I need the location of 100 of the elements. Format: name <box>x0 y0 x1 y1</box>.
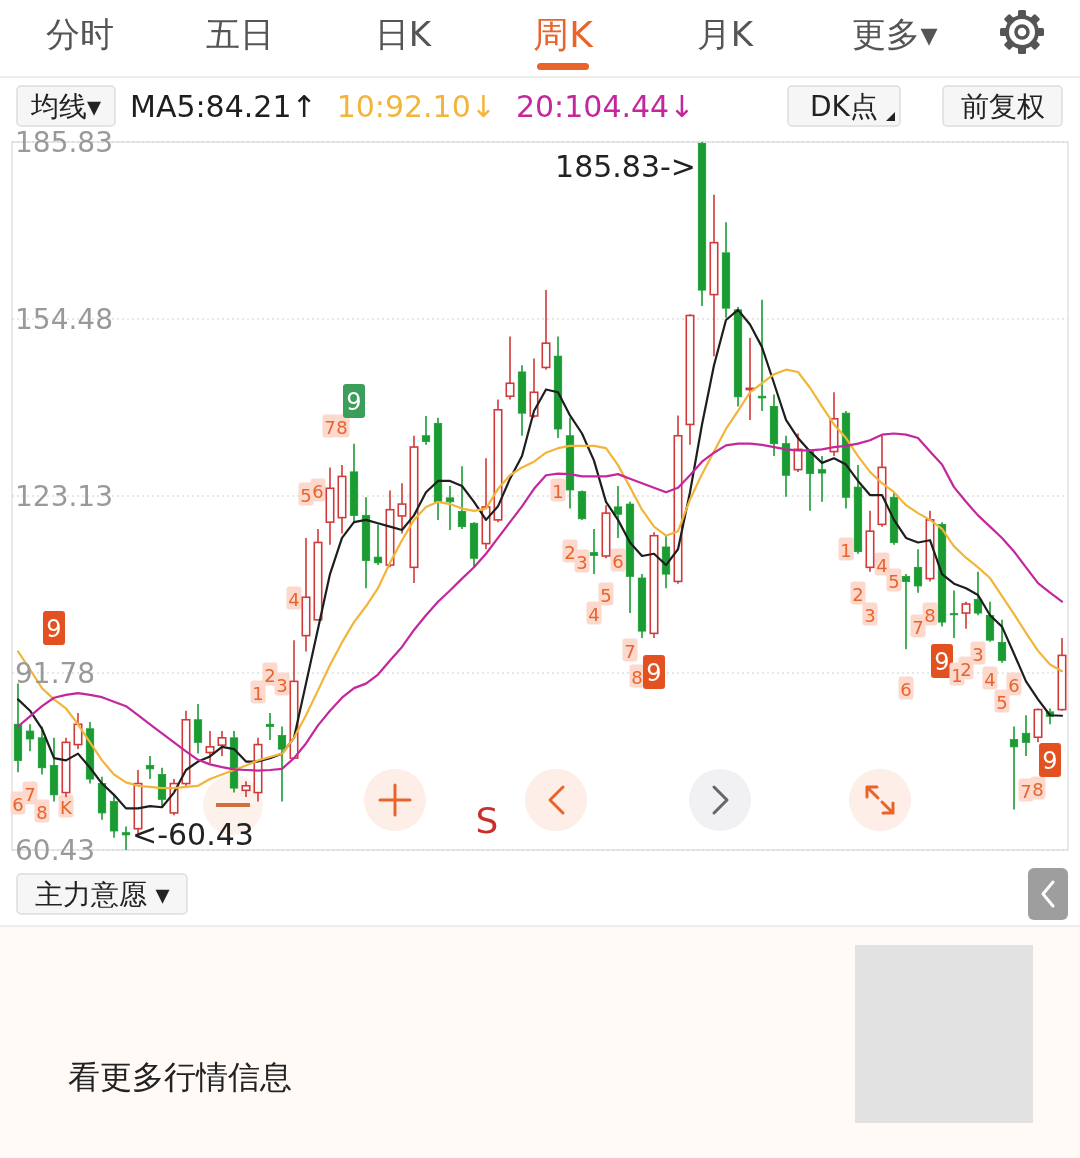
candlestick <box>925 510 935 583</box>
candlestick <box>121 825 131 851</box>
candlestick <box>757 298 767 412</box>
text: 月K <box>696 14 755 54</box>
candlestick <box>61 737 71 798</box>
candlestick <box>217 730 227 757</box>
candlestick <box>109 794 119 839</box>
annotation: 9 <box>646 659 662 687</box>
candlestick <box>457 465 467 530</box>
candlestick <box>181 709 191 789</box>
annotation: 3 <box>576 551 588 573</box>
candlestick <box>241 780 251 798</box>
candlestick <box>961 600 971 630</box>
candlestick <box>277 725 287 803</box>
annotation: 6 <box>12 793 24 815</box>
candlestick <box>1057 637 1067 711</box>
candlestick <box>649 531 659 639</box>
annotation: 8 <box>924 604 936 626</box>
candlestick <box>997 619 1007 664</box>
text: 看更多行情信息 <box>68 1058 292 1096</box>
candlestick <box>49 737 59 803</box>
candlestick <box>949 589 959 639</box>
candlestick <box>877 434 887 528</box>
candlestick <box>97 775 107 821</box>
candlestick <box>985 600 995 643</box>
candlestick <box>913 548 923 594</box>
annotation: 3 <box>972 643 984 665</box>
annotation: 3 <box>276 674 288 696</box>
annotation: 9 <box>46 615 62 643</box>
candlestick <box>397 482 407 535</box>
candlestick <box>37 725 47 776</box>
y-tick-label: 123.13 <box>15 479 113 513</box>
candlestick <box>625 501 635 614</box>
annotation: 7 <box>324 416 336 438</box>
candlestick <box>361 496 371 589</box>
annotation: 3 <box>864 604 876 626</box>
candlestick <box>685 314 695 446</box>
annotation: S <box>475 799 499 841</box>
candlestick <box>613 485 623 539</box>
candlestick <box>673 414 683 585</box>
annotation: 2 <box>564 541 576 563</box>
candlestick <box>1033 708 1043 744</box>
annotation: 7 <box>1020 780 1032 802</box>
candlestick <box>721 221 731 319</box>
candlestick <box>145 755 155 780</box>
annotation: 9 <box>346 388 362 416</box>
candlestick <box>601 504 611 560</box>
annotation: 7 <box>24 783 36 805</box>
annotation: 2 <box>264 664 276 686</box>
candlestick <box>337 464 347 535</box>
candlestick <box>781 434 791 498</box>
candlestick <box>433 416 443 521</box>
text: 日K <box>374 14 433 54</box>
candlestick <box>25 723 35 753</box>
candlestick <box>385 489 395 569</box>
annotation: 4 <box>876 554 888 576</box>
chart-title: 周K <box>533 13 595 55</box>
y-tick-label: 185.83 <box>15 125 113 159</box>
candlestick <box>589 528 599 575</box>
annotation: 5 <box>300 484 312 506</box>
candlestick <box>793 432 803 473</box>
candlestick <box>817 455 827 503</box>
candlestick <box>853 464 863 555</box>
text: 10:92.10↓ <box>336 88 496 124</box>
annotation: 5 <box>600 584 612 606</box>
candlestick <box>469 522 479 569</box>
annotation: 8 <box>336 416 348 438</box>
text: 均线▾ <box>29 89 102 123</box>
candlestick <box>445 485 455 531</box>
y-tick-label: 60.43 <box>15 833 96 867</box>
annotation: <-60.43 <box>132 816 254 852</box>
annotation: 7 <box>912 616 924 638</box>
candlestick <box>493 398 503 523</box>
annotation: K <box>60 796 74 818</box>
candlestick <box>505 335 515 401</box>
candlestick <box>769 393 779 457</box>
candlestick <box>73 712 83 750</box>
candlestick <box>409 434 419 584</box>
candlestick <box>373 523 383 566</box>
text: MA5:84.21↑ <box>130 88 317 124</box>
annotation: 6 <box>1008 674 1020 696</box>
annotation: 6 <box>312 480 324 502</box>
candlestick <box>301 537 311 653</box>
text: 更多▾ <box>852 14 938 54</box>
annotation: 2 <box>852 583 864 605</box>
candlestick <box>733 306 743 408</box>
text: DK点 <box>810 89 878 123</box>
candlestick <box>697 142 707 307</box>
candlestick <box>553 335 563 439</box>
annotation: 4 <box>288 588 300 610</box>
annotation: 6 <box>612 550 624 572</box>
candlestick <box>709 193 719 357</box>
candlestick <box>937 521 947 628</box>
text: 五日 <box>206 14 274 54</box>
annotation: 8 <box>631 666 643 688</box>
candlestick <box>1021 714 1031 757</box>
candlestick <box>421 415 431 446</box>
annotation: 1 <box>252 682 264 704</box>
annotation: 8 <box>36 801 48 823</box>
candlestick <box>325 466 335 546</box>
